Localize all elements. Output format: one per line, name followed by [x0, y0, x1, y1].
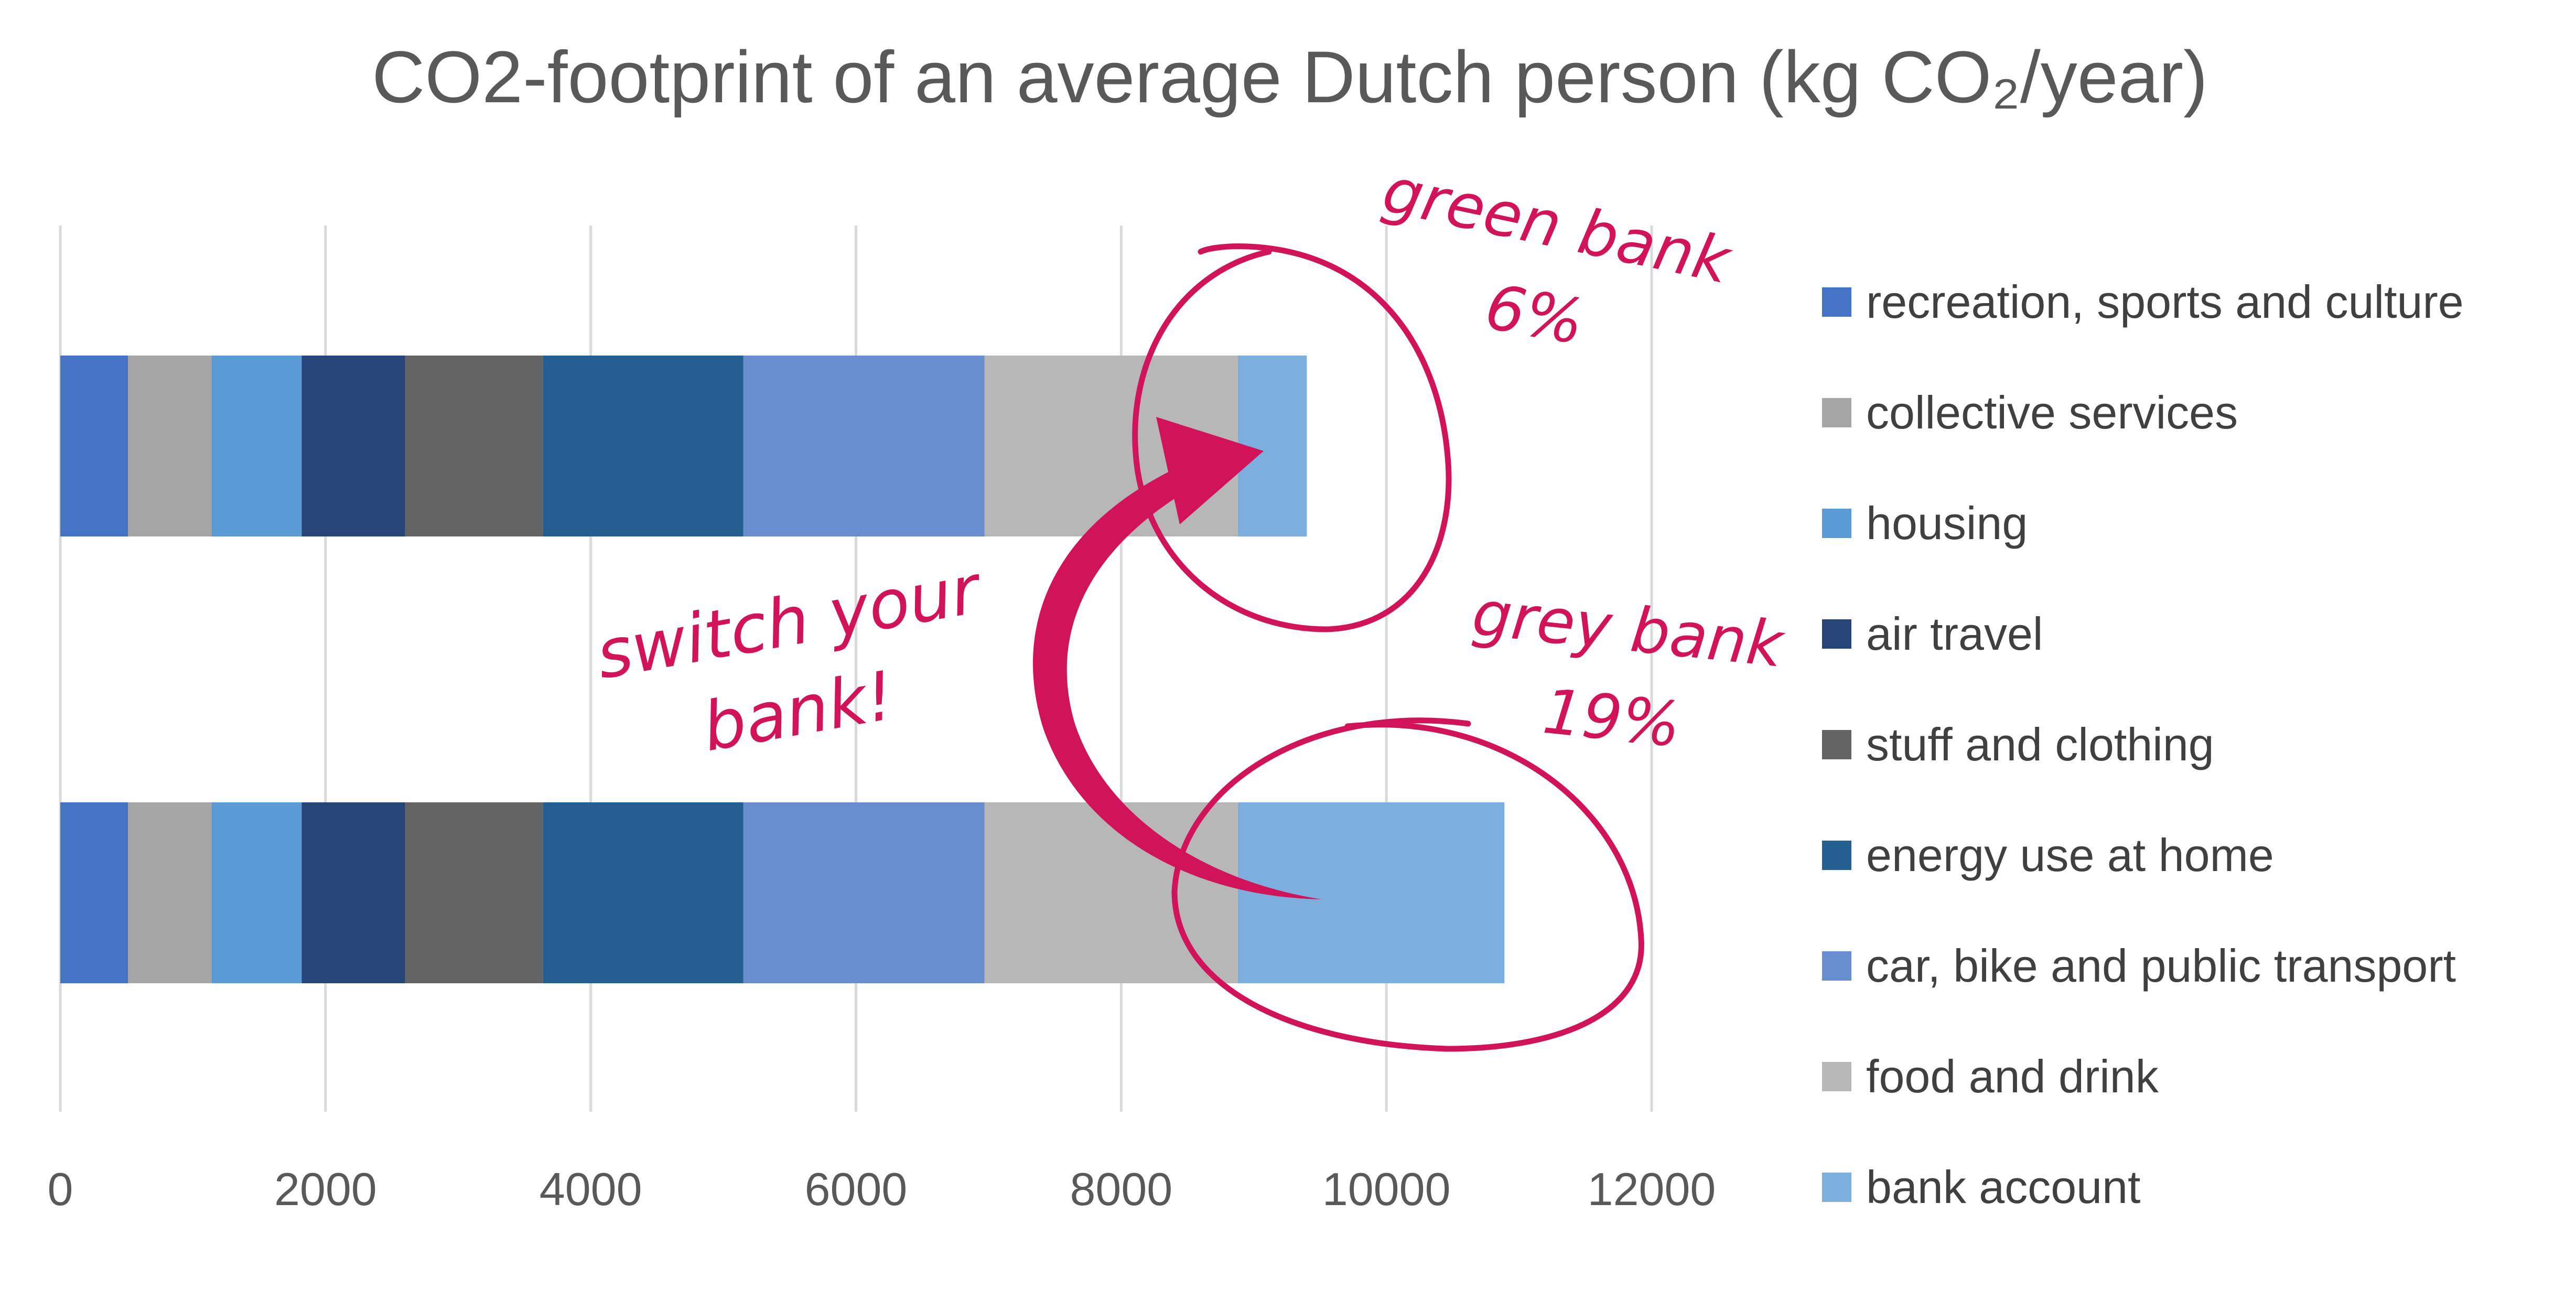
- bar-segment-food-and-drink: [984, 802, 1238, 983]
- legend-item: food and drink: [1822, 1021, 2567, 1132]
- green-bank-label: green bank: [1377, 154, 1739, 298]
- arrow-head-icon: [1156, 417, 1264, 524]
- x-tick-label: 4000: [540, 1163, 642, 1215]
- legend-swatch: [1822, 951, 1851, 981]
- bar-segment-air-travel: [301, 356, 405, 536]
- bar-segment-energy-use-at-home: [543, 802, 743, 983]
- legend-item: air travel: [1822, 578, 2567, 689]
- x-axis-ticks: 0 2000 4000 6000 8000 10000 12000: [48, 1163, 1716, 1215]
- legend-label: recreation, sports and culture: [1866, 275, 2464, 328]
- legend-label: energy use at home: [1866, 829, 2274, 881]
- x-tick-label: 10000: [1322, 1163, 1451, 1215]
- x-tick-label: 2000: [274, 1163, 377, 1215]
- legend-label: car, bike and public transport: [1866, 939, 2456, 992]
- bar-segment-energy-use-at-home: [543, 356, 743, 536]
- legend-swatch: [1822, 619, 1851, 649]
- legend-item: energy use at home: [1822, 800, 2567, 910]
- x-tick-label: 6000: [805, 1163, 908, 1215]
- legend-swatch: [1822, 840, 1851, 870]
- switch-label-2: bank!: [697, 657, 900, 767]
- bar-segment-housing: [211, 802, 302, 983]
- legend-label: stuff and clothing: [1866, 718, 2214, 770]
- bar-segment-collective-services: [127, 356, 212, 536]
- switch-arrow: [1033, 461, 1321, 899]
- bar-segment-bank-account: [1237, 356, 1307, 536]
- legend-swatch: [1822, 397, 1851, 427]
- bar-segment-air-travel: [301, 802, 405, 983]
- legend-label: air travel: [1866, 607, 2043, 660]
- bar-segment-car-bike-and-public-transport: [743, 802, 985, 983]
- legend-label: bank account: [1866, 1161, 2141, 1213]
- green-bank-circle: [1132, 243, 1452, 632]
- green-bank-percent: 6%: [1480, 270, 1589, 358]
- legend-item: bank account: [1822, 1132, 2567, 1242]
- bar-segment-stuff-and-clothing: [405, 802, 543, 983]
- bar-segment-collective-services: [127, 802, 212, 983]
- legend-label: food and drink: [1866, 1050, 2159, 1102]
- bar-segment-housing: [211, 356, 302, 536]
- grey-bank-label: grey bank: [1469, 577, 1789, 682]
- chart-title: CO2-footprint of an average Dutch person…: [372, 36, 2208, 118]
- bar-segment-recreation-sports-and-culture: [60, 802, 128, 983]
- legend-item: recreation, sports and culture: [1822, 246, 2567, 357]
- legend-swatch: [1822, 508, 1851, 538]
- bar-grey-bank: [60, 802, 1505, 983]
- legend-swatch: [1822, 1061, 1851, 1091]
- switch-label: switch your: [591, 550, 989, 695]
- legend-label: collective services: [1866, 386, 2238, 438]
- x-tick-label: 8000: [1070, 1163, 1172, 1215]
- legend-item: stuff and clothing: [1822, 689, 2567, 800]
- bar-segment-recreation-sports-and-culture: [60, 356, 128, 536]
- legend-item: collective services: [1822, 357, 2567, 468]
- grey-bank-circle: [1171, 717, 1644, 1052]
- bar-segment-car-bike-and-public-transport: [743, 356, 985, 536]
- legend-item: car, bike and public transport: [1822, 910, 2567, 1021]
- legend-swatch: [1822, 287, 1851, 317]
- legend-item: housing: [1822, 468, 2567, 578]
- legend-swatch: [1822, 1172, 1851, 1202]
- grey-bank-percent: 19%: [1540, 675, 1684, 761]
- x-tick-label: 12000: [1588, 1163, 1716, 1215]
- legend-swatch: [1822, 729, 1851, 759]
- legend: recreation, sports and culture collective…: [1822, 246, 2567, 1242]
- legend-label: housing: [1866, 497, 2028, 549]
- bar-segment-stuff-and-clothing: [405, 356, 543, 536]
- bars: [60, 356, 1505, 983]
- x-tick-label: 0: [48, 1163, 73, 1215]
